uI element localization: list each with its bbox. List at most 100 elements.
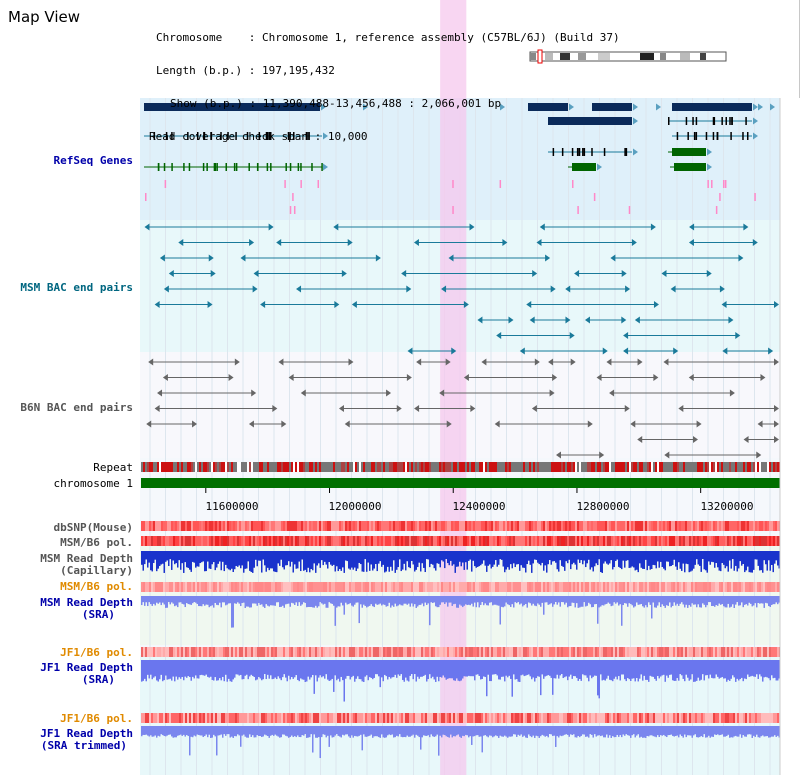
strand-arrow	[159, 254, 165, 262]
dbsnp-heat	[451, 521, 453, 531]
exon	[214, 163, 217, 171]
msm-pol-heat-2	[147, 582, 149, 592]
msm-pol-heat	[439, 536, 441, 546]
msm-pol-heat	[523, 536, 525, 546]
depth-msm-sra-bar	[660, 596, 662, 608]
jf1-pol-heat-2	[559, 713, 561, 723]
depth-jf1-trim-bar	[204, 726, 206, 737]
repeat-block	[521, 462, 523, 472]
depth-capillary-bar	[763, 551, 765, 561]
dbsnp-heat	[609, 521, 611, 531]
depth-msm-sra-bar	[364, 596, 366, 606]
depth-jf1-trim-bar	[157, 726, 159, 736]
msm-pol-heat	[471, 536, 473, 546]
jf1-pol-heat	[381, 647, 383, 657]
depth-msm-sra-bar	[168, 596, 170, 603]
refseq-genes-label[interactable]: RefSeq Genes	[53, 154, 133, 167]
depth-capillary-bar	[288, 551, 290, 562]
msm-pol-heat-2	[583, 582, 585, 592]
msm-depth-capillary-label[interactable]: MSM Read Depth	[40, 552, 133, 565]
msm-pol-heat	[395, 536, 397, 546]
b6n-bac-label[interactable]: B6N BAC end pairs	[20, 401, 133, 414]
repeat-block	[465, 462, 467, 472]
jf1-pol-heat	[753, 647, 755, 657]
depth-msm-sra-bar	[637, 596, 639, 605]
jf1-pol-heat	[691, 647, 693, 657]
jf1-pol-heat-2	[157, 713, 159, 723]
msm-bac-label[interactable]: MSM BAC end pairs	[20, 281, 133, 294]
depth-jf1-trim-bar	[340, 726, 342, 738]
msm-pol-heat	[577, 536, 579, 546]
jf1-pol-heat-2	[469, 713, 471, 723]
jf1-b6-pol-label-2[interactable]: JF1/B6 pol.	[60, 712, 133, 725]
repeat-block	[211, 462, 213, 472]
jf1-pol-heat	[491, 647, 493, 657]
repeat-block	[419, 462, 421, 472]
repeat-block	[265, 462, 267, 472]
jf1-pol-heat	[201, 647, 203, 657]
depth-jf1-sra-bar	[328, 660, 330, 681]
repeat-block	[533, 462, 535, 472]
msm-pol-heat	[773, 536, 775, 546]
depth-capillary-bar	[702, 551, 704, 560]
depth-jf1-sra-bar	[678, 660, 680, 681]
depth-capillary-bar	[427, 551, 429, 560]
depth-jf1-trim-bar	[730, 726, 732, 738]
depth-capillary-bar	[339, 551, 341, 570]
msm-pol-heat	[437, 536, 439, 546]
msm-pol-heat-2	[723, 582, 725, 592]
depth-msm-sra-bar	[414, 596, 416, 605]
repeat-block	[277, 462, 279, 472]
msm-pol-heat	[751, 536, 753, 546]
jf1-depth-trimmed-label[interactable]: JF1 Read Depth	[40, 727, 133, 740]
msm-depth-sra-label[interactable]: MSM Read Depth	[40, 596, 133, 609]
jf1-pol-heat-2	[771, 713, 773, 723]
depth-capillary-bar	[471, 551, 473, 572]
jf1-pol-heat-2	[511, 713, 513, 723]
depth-msm-sra-bar	[760, 596, 762, 604]
depth-capillary-bar	[304, 551, 306, 570]
msm-pol-heat-2	[425, 582, 427, 592]
dbsnp-heat	[211, 521, 213, 531]
jf1-pol-heat	[447, 647, 449, 657]
jf1-pol-heat	[209, 647, 211, 657]
jf1-pol-heat	[443, 647, 445, 657]
jf1-pol-heat	[473, 647, 475, 657]
highlight-region	[440, 0, 467, 775]
dbsnp-heat	[289, 521, 291, 531]
depth-capillary-bar	[283, 551, 285, 570]
msm-pol-heat	[693, 536, 695, 546]
dbsnp-heat	[467, 521, 469, 531]
depth-jf1-sra-bar	[276, 660, 278, 680]
msm-b6-pol-label-2[interactable]: MSM/B6 pol.	[60, 580, 133, 593]
repeat-block	[673, 462, 675, 472]
msm-b6-pol-label-1[interactable]: MSM/B6 pol.	[60, 536, 133, 549]
depth-capillary-bar	[144, 551, 146, 565]
msm-pol-heat-2	[387, 582, 389, 592]
jf1-pol-heat	[765, 647, 767, 657]
depth-capillary-bar	[523, 551, 525, 568]
dbsnp-heat	[437, 521, 439, 531]
depth-jf1-trim-bar	[429, 726, 431, 738]
depth-msm-sra-bar	[672, 596, 674, 606]
jf1-pol-heat-2	[519, 713, 521, 723]
depth-jf1-sra-bar	[274, 660, 276, 678]
depth-capillary-bar	[528, 551, 530, 561]
dbsnp-label[interactable]: dbSNP(Mouse)	[53, 521, 133, 534]
jf1-b6-pol-label-1[interactable]: JF1/B6 pol.	[60, 646, 133, 659]
jf1-pol-heat	[633, 647, 635, 657]
depth-capillary-bar	[705, 551, 707, 571]
depth-capillary-bar	[301, 551, 303, 560]
depth-jf1-sra-bar	[219, 660, 221, 679]
msm-pol-heat	[487, 536, 489, 546]
repeat-block	[143, 462, 145, 472]
jf1-pol-heat-2	[357, 713, 359, 723]
jf1-pol-heat-2	[151, 713, 153, 723]
depth-jf1-sra-bar	[556, 660, 558, 675]
jf1-depth-sra-label[interactable]: JF1 Read Depth	[40, 661, 133, 674]
jf1-pol-heat-2	[517, 713, 519, 723]
depth-jf1-sra-bar	[529, 660, 531, 677]
depth-capillary-bar	[685, 551, 687, 564]
depth-jf1-trim-bar	[400, 726, 402, 737]
